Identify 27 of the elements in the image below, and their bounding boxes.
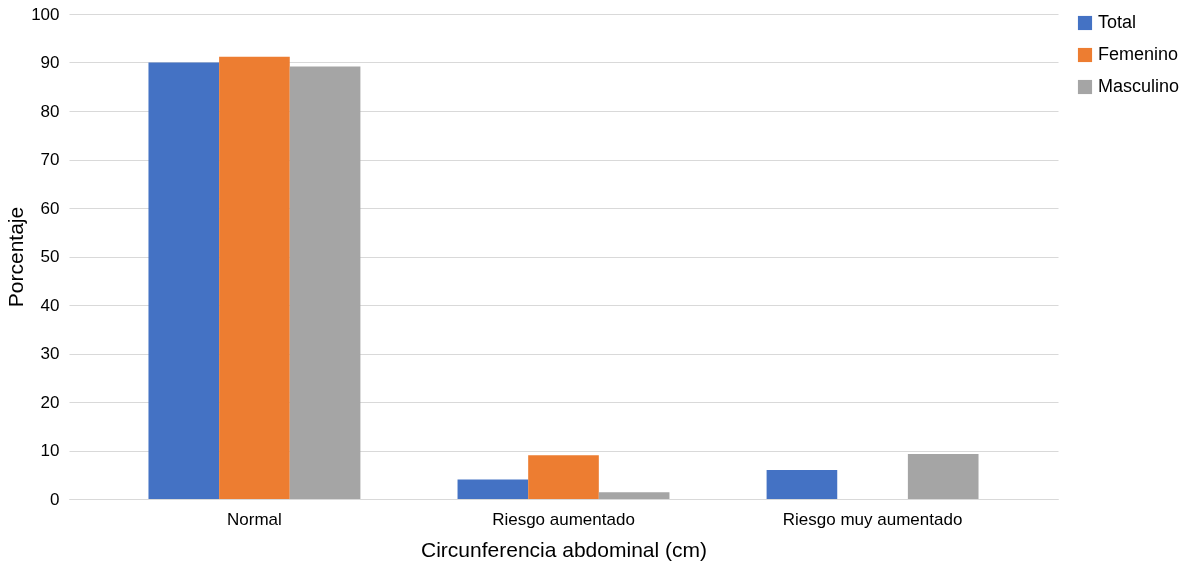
legend-label: Masculino bbox=[1098, 76, 1180, 96]
y-axis-title: Porcentaje bbox=[4, 206, 28, 308]
y-tick-label: 70 bbox=[40, 150, 60, 169]
y-tick-label: 100 bbox=[31, 4, 60, 24]
y-tick-label: 20 bbox=[40, 392, 60, 412]
x-tick-label: Riesgo muy aumentado bbox=[782, 509, 963, 529]
bar bbox=[766, 469, 838, 499]
bar bbox=[907, 453, 979, 499]
legend-label: Femenino bbox=[1098, 44, 1179, 64]
x-tick-label: Riesgo aumentado bbox=[492, 509, 635, 529]
bar bbox=[598, 492, 670, 499]
y-tick-label: 30 bbox=[40, 344, 60, 363]
y-tick-label: 80 bbox=[40, 101, 60, 121]
bar bbox=[457, 479, 529, 499]
y-tick-label: 50 bbox=[40, 247, 60, 266]
bar bbox=[289, 66, 361, 499]
y-tick-label: 0 bbox=[50, 489, 60, 509]
x-axis-title: Circunferencia abdominal (cm) bbox=[421, 537, 707, 561]
y-tick-label: 10 bbox=[40, 441, 60, 460]
legend-label: Total bbox=[1098, 12, 1137, 32]
x-tick-label: Normal bbox=[227, 509, 282, 529]
y-tick-label: 40 bbox=[40, 295, 60, 315]
y-tick-label: 90 bbox=[40, 53, 60, 72]
y-tick-label: 60 bbox=[40, 198, 60, 218]
bar bbox=[528, 455, 599, 499]
bar bbox=[219, 56, 290, 499]
bar bbox=[148, 62, 220, 499]
